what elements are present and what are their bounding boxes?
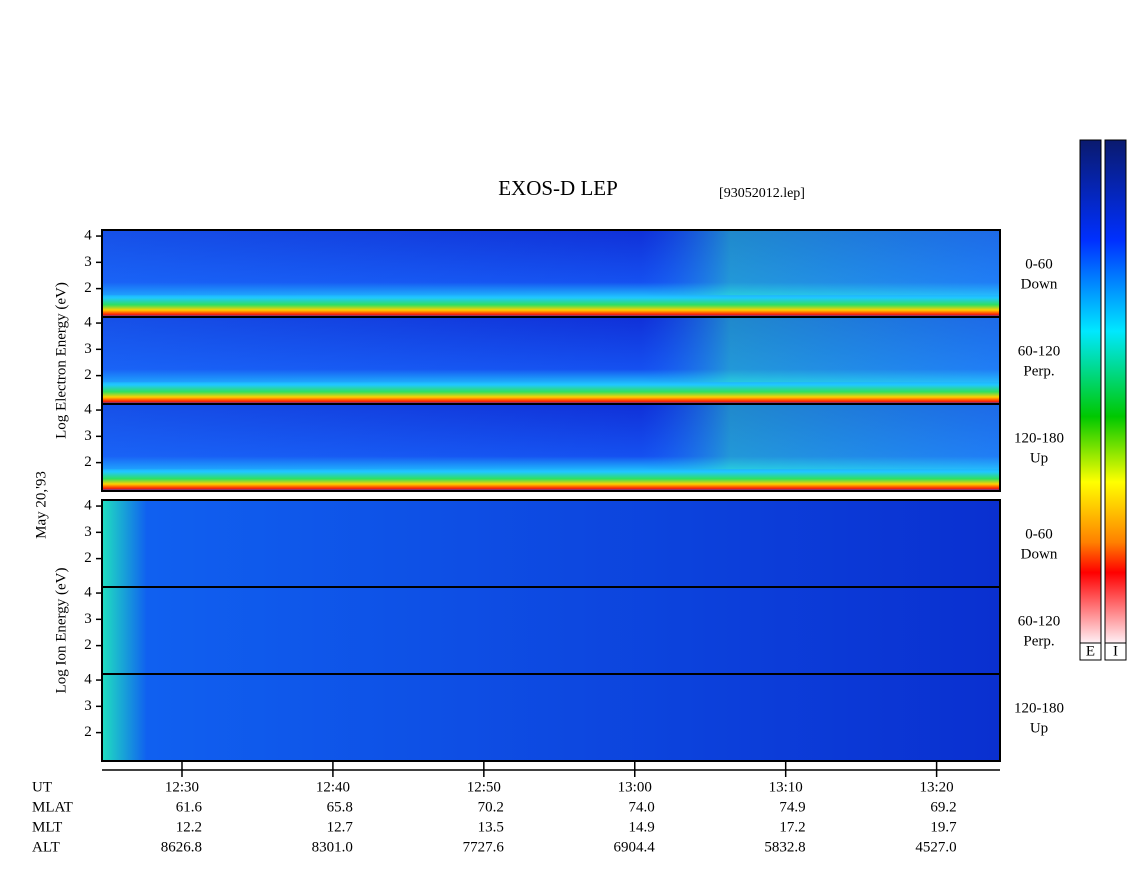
y-tick-label: 3 [84, 698, 92, 714]
y-tick-label: 4 [84, 401, 92, 417]
y-tick-label: 4 [84, 671, 92, 687]
y-axis-label: Log Electron Energy (eV) [53, 282, 69, 439]
panel-frame [101, 403, 1001, 492]
spectrogram [102, 587, 1000, 674]
ephemeris-value: 14.9 [629, 819, 655, 835]
ephemeris-value: 69.2 [930, 799, 956, 815]
ephemeris-value: 6904.4 [614, 839, 656, 855]
ephemeris-value: 70.2 [478, 799, 504, 815]
y-tick-label: 2 [84, 724, 92, 740]
y-tick-label: 2 [84, 280, 92, 296]
y-tick-label: 4 [84, 584, 92, 600]
ephemeris-name: UT [32, 779, 52, 795]
x-tick-label: 12:40 [316, 779, 350, 795]
x-tick-label: 12:50 [467, 779, 501, 795]
ephemeris-value: 74.0 [629, 799, 655, 815]
angle-label: 0-60 [1025, 256, 1053, 272]
color-bar-label-box [1079, 642, 1102, 661]
ephemeris-name: MLAT [32, 799, 73, 815]
angle-label: 120-180 [1014, 430, 1064, 446]
spectrogram [102, 674, 1000, 761]
spectrogram-overlay [102, 317, 1000, 383]
angle-label: 120-180 [1014, 700, 1064, 716]
y-tick-label: 4 [84, 227, 92, 243]
y-axis-label: Log Ion Energy (eV) [53, 568, 69, 694]
ephemeris-value: 13.5 [478, 819, 504, 835]
direction-label: Down [1021, 546, 1058, 562]
ephemeris-name: ALT [32, 839, 60, 855]
title: EXOS-D LEP [498, 176, 618, 200]
panel-frame [101, 673, 1001, 762]
ephemeris-value: 17.2 [779, 819, 805, 835]
direction-label: Perp. [1023, 363, 1054, 379]
spectrogram-overlay [102, 230, 1000, 296]
ephemeris-value: 5832.8 [764, 839, 805, 855]
y-tick-label: 3 [84, 254, 92, 270]
x-tick-label: 13:00 [618, 779, 652, 795]
ephemeris-value: 65.8 [327, 799, 353, 815]
x-tick-label: 13:20 [920, 779, 954, 795]
y-tick-label: 2 [84, 367, 92, 383]
ephemeris-value: 8626.8 [161, 839, 202, 855]
y-tick-label: 2 [84, 550, 92, 566]
angle-label: 60-120 [1018, 343, 1061, 359]
y-tick-label: 3 [84, 428, 92, 444]
direction-label: Down [1021, 276, 1058, 292]
date: May 20,'93 [33, 471, 49, 539]
ephemeris-name: MLT [32, 819, 62, 835]
ephemeris-value: 19.7 [930, 819, 957, 835]
y-tick-label: 3 [84, 341, 92, 357]
ephemeris-value: 4527.0 [915, 839, 956, 855]
file-name: [93052012.lep] [719, 186, 805, 201]
y-tick-label: 2 [84, 454, 92, 470]
direction-label: Up [1030, 720, 1048, 736]
x-tick-label: 12:30 [165, 779, 199, 795]
color-bar-label: E [1086, 643, 1095, 659]
spectrogram [102, 500, 1000, 587]
y-tick-label: 3 [84, 524, 92, 540]
ephemeris-value: 12.2 [176, 819, 202, 835]
direction-label: Perp. [1023, 633, 1054, 649]
ephemeris-value: 7727.6 [463, 839, 505, 855]
angle-label: 60-120 [1018, 613, 1061, 629]
x-tick-label: 13:10 [769, 779, 803, 795]
direction-label: Up [1030, 450, 1048, 466]
color-bar [1104, 139, 1127, 644]
ephemeris-value: 61.6 [176, 799, 203, 815]
spectrogram-overlay [102, 404, 1000, 470]
y-tick-label: 4 [84, 314, 92, 330]
y-tick-label: 2 [84, 637, 92, 653]
ephemeris-value: 74.9 [779, 799, 805, 815]
ephemeris-value: 8301.0 [312, 839, 353, 855]
color-bar-label: I [1113, 643, 1118, 659]
y-tick-label: 3 [84, 611, 92, 627]
color-bar-label-box [1104, 642, 1127, 661]
angle-label: 0-60 [1025, 526, 1053, 542]
y-tick-label: 4 [84, 497, 92, 513]
color-bar [1079, 139, 1102, 644]
ephemeris-value: 12.7 [327, 819, 354, 835]
